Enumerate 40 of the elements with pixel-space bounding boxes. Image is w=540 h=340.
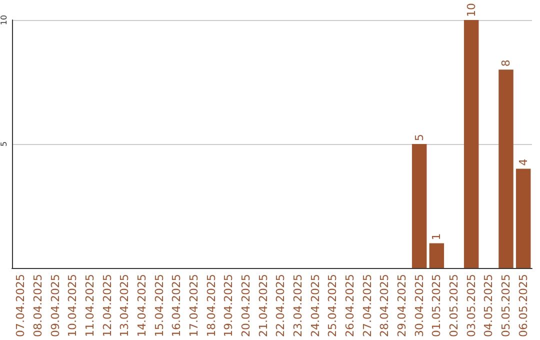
- bar: [498, 70, 514, 268]
- x-tick-label: 18.04.2025: [204, 274, 218, 338]
- bar: [429, 243, 444, 268]
- x-tick-label: 08.04.2025: [32, 274, 44, 338]
- data-label: 1: [430, 233, 444, 240]
- data-label: 4: [516, 158, 530, 166]
- x-tick-label: 17.04.2025: [188, 274, 200, 338]
- x-tick-label: 11.04.2025: [84, 274, 96, 338]
- x-tick-label: 27.04.2025: [360, 274, 374, 338]
- x-tick-label: 02.05.2025: [448, 274, 460, 338]
- x-tick-label: 12.04.2025: [100, 274, 114, 338]
- x-tick-label: 13.04.2025: [118, 274, 132, 338]
- x-tick-label: 01.05.2025: [430, 274, 444, 338]
- x-tick-label: 25.04.2025: [326, 274, 340, 338]
- data-label: 5: [412, 134, 426, 142]
- x-tick-label: 24.04.2025: [308, 274, 322, 338]
- data-label: 10: [464, 3, 478, 17]
- x-tick-label: 22.04.2025: [274, 274, 288, 338]
- x-tick-label: 07.04.2025: [14, 274, 28, 338]
- x-tick-label: 20.04.2025: [240, 274, 252, 338]
- x-tick-label: 04.05.2025: [482, 274, 496, 338]
- x-tick-label: 14.04.2025: [136, 274, 148, 338]
- x-tick-label: 21.04.2025: [256, 274, 270, 338]
- x-tick-label: 05.05.2025: [500, 274, 512, 338]
- x-tick-label: 10.04.2025: [66, 274, 80, 338]
- x-tick-label: 06.05.2025: [516, 274, 530, 338]
- data-label: 8: [500, 60, 512, 67]
- x-tick-label: 15.04.2025: [152, 274, 166, 338]
- x-tick-label: 29.04.2025: [396, 274, 408, 338]
- x-tick-label: 30.04.2025: [412, 274, 426, 338]
- x-tick-label: 19.04.2025: [222, 274, 236, 338]
- x-tick-label: 28.04.2025: [378, 274, 392, 338]
- x-tick-label: 16.04.2025: [170, 274, 184, 338]
- bar: [516, 168, 531, 268]
- x-tick-label: 03.05.2025: [464, 274, 478, 338]
- x-tick-label: 26.04.2025: [344, 274, 356, 338]
- bar: [412, 144, 427, 268]
- x-tick-label: 23.04.2025: [292, 274, 304, 338]
- bar: [464, 20, 479, 268]
- x-tick-label: 09.04.2025: [48, 274, 62, 338]
